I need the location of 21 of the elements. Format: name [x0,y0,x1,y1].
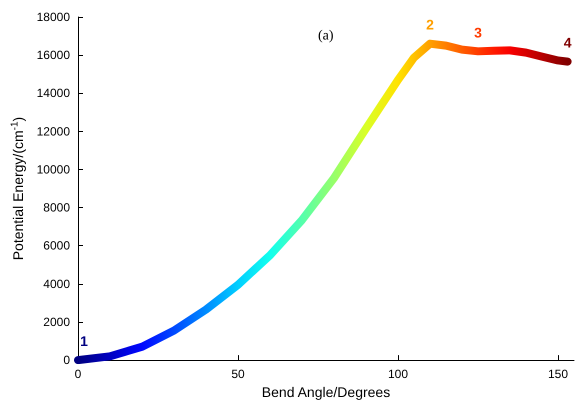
y-tick-label: 16000 [36,48,70,62]
x-tick-label: 0 [74,367,82,382]
y-tick-label: 8000 [43,200,70,215]
x-tick-label: 150 [548,367,568,382]
x-tick-label: 100 [388,367,408,382]
y-tick-label: 14000 [36,86,70,100]
y-tick-label: 2000 [43,314,70,329]
y-tick-label: 18000 [36,10,70,24]
x-axis-title: Bend Angle/Degrees [262,384,390,400]
y-tick-label: 4000 [43,276,70,291]
y-tick-label: 10000 [36,162,70,176]
y-tick-label: 12000 [36,124,70,138]
annotation: 2 [426,16,434,33]
text: (a) [318,28,334,44]
y-tick-label: 0 [63,353,70,368]
annotation: 3 [474,24,482,40]
annotation: 4 [564,34,572,51]
y-axis-title: Potential Energy/(cm-1) [10,116,26,260]
y-tick-label: 6000 [43,238,70,253]
x-tick-label: 50 [231,367,245,382]
annotation: 1 [80,333,88,350]
